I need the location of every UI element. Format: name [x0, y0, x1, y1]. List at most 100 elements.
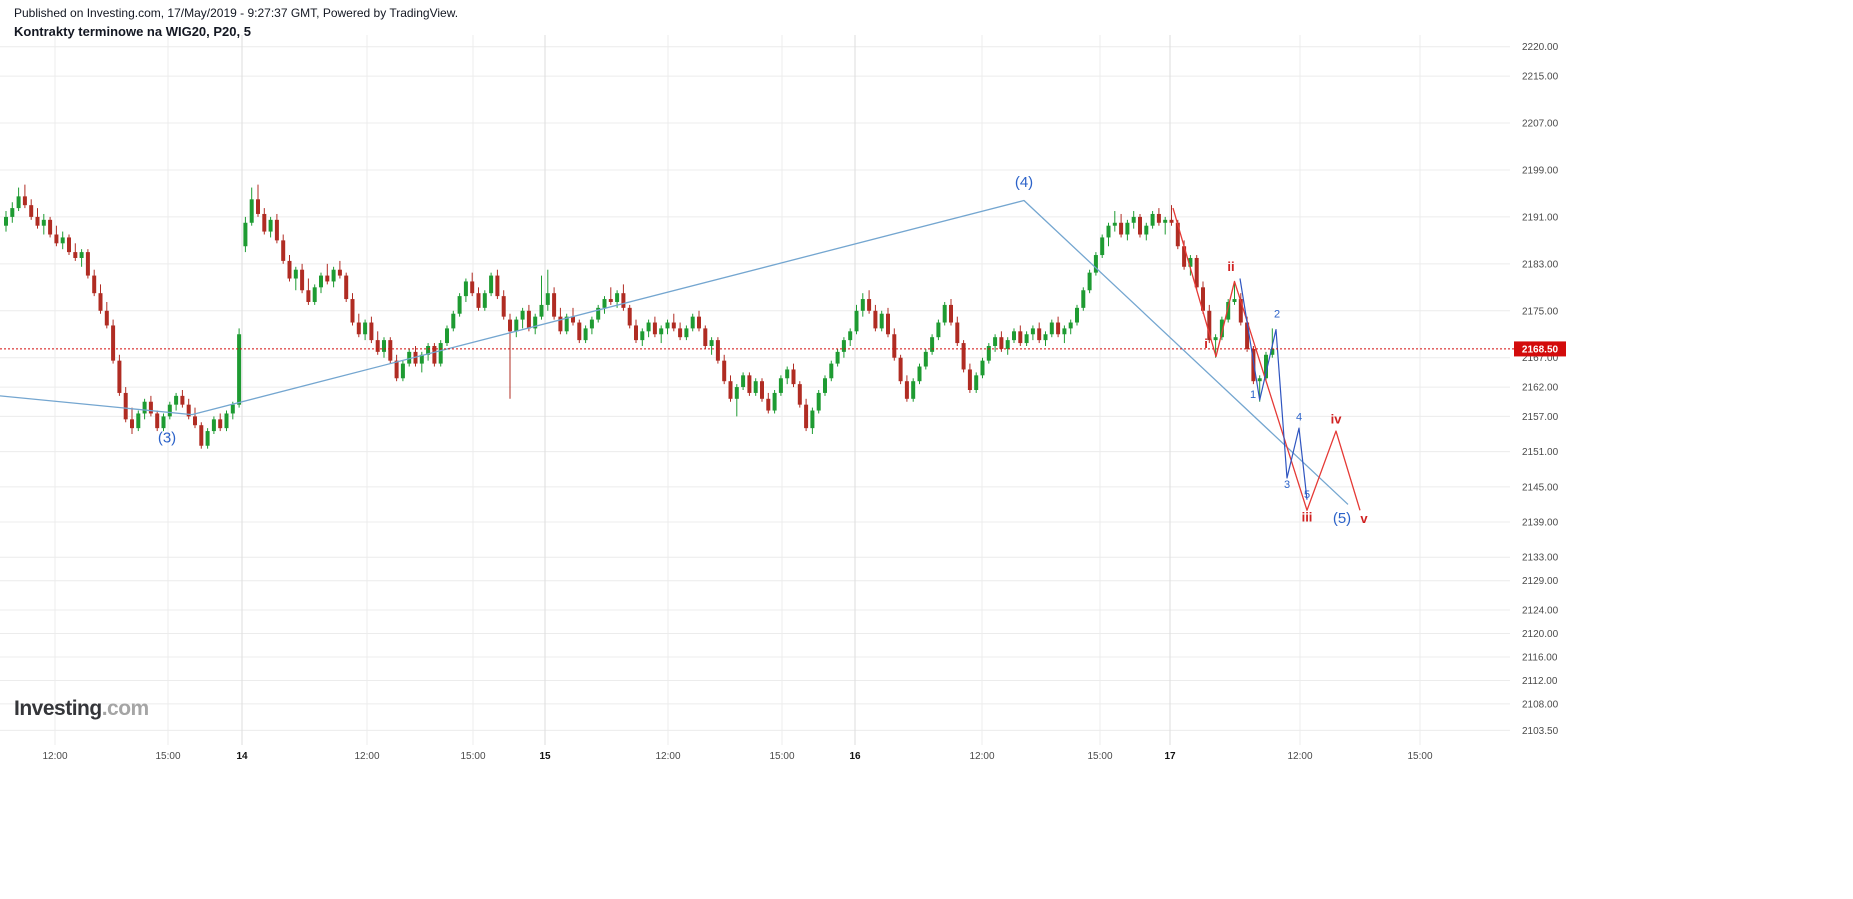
investing-logo-name: Investing	[14, 697, 102, 720]
candle-body	[904, 381, 909, 399]
candle-body	[734, 387, 739, 399]
time-tick-label: 12:00	[655, 751, 680, 762]
candle-body	[697, 316, 701, 329]
time-tick-label: 15:00	[460, 751, 485, 762]
candle-body	[230, 404, 235, 414]
candle-body	[130, 419, 134, 429]
wave-label-4: 4	[1296, 411, 1302, 423]
candle-body	[274, 219, 279, 241]
candle-body	[331, 269, 336, 282]
candle-body	[73, 252, 78, 258]
candle-body	[533, 316, 538, 329]
candle-body	[16, 196, 21, 209]
candle-body	[22, 196, 27, 206]
last-price-badge	[1514, 341, 1566, 357]
candle-body	[1062, 328, 1067, 335]
candle-body	[482, 293, 487, 308]
candle-body	[514, 319, 519, 332]
candle-body	[293, 269, 298, 279]
price-tick-label: 2220.00	[1522, 42, 1559, 53]
candle-body	[634, 325, 638, 341]
candle-body	[268, 219, 273, 232]
candle-body	[205, 431, 210, 446]
candle-body	[558, 316, 563, 332]
candle-body	[199, 425, 204, 446]
candle-body	[104, 310, 109, 326]
candle-body	[344, 275, 349, 300]
candle-body	[1012, 331, 1016, 341]
candle-body	[955, 322, 960, 344]
candle-body	[400, 363, 405, 379]
candle-body	[886, 313, 890, 335]
time-tick-label: 15	[539, 751, 551, 762]
candle-body	[615, 293, 620, 302]
candle-body	[363, 322, 368, 335]
candle-body	[986, 345, 991, 361]
price-tick-label: 2175.00	[1522, 306, 1559, 317]
time-tick-label: 15:00	[1087, 751, 1112, 762]
candle-body	[797, 384, 802, 405]
candle-body	[350, 299, 355, 323]
candle-body	[911, 381, 916, 399]
candle-body	[1075, 307, 1079, 323]
candle-body	[161, 416, 166, 429]
time-tick-label: 14	[236, 751, 248, 762]
candle-body	[823, 378, 827, 393]
wave-label-3: (3)	[158, 430, 176, 447]
candle-body	[860, 299, 865, 311]
candle-body	[281, 240, 286, 261]
candle-body	[602, 299, 607, 308]
candle-body	[123, 392, 128, 420]
candle-body	[432, 345, 437, 364]
candle-body	[1245, 322, 1250, 349]
candle-body	[300, 269, 305, 291]
price-tick-label: 2199.00	[1522, 165, 1559, 176]
candle-body	[60, 237, 65, 244]
candle-body	[337, 269, 342, 276]
candle-body	[470, 281, 475, 294]
candle-body	[1037, 328, 1042, 341]
candle-body	[319, 275, 323, 288]
red-impulse-projection	[1172, 207, 1361, 511]
candle-body	[1238, 299, 1243, 323]
candle-body	[829, 363, 834, 379]
candle-body	[426, 345, 431, 355]
time-tick-label: 15:00	[769, 751, 794, 762]
candle-body	[476, 293, 481, 308]
candle-body	[237, 334, 242, 405]
candle-body	[35, 216, 40, 226]
candle-body	[980, 360, 985, 376]
candle-body	[85, 252, 90, 276]
time-tick-label: 16	[849, 751, 861, 762]
price-tick-label: 2129.00	[1522, 576, 1559, 587]
blue-subwave-projection	[1239, 278, 1308, 500]
candle-body	[10, 208, 15, 217]
candle-body	[571, 316, 575, 323]
candle-body	[1112, 222, 1117, 226]
candle-body	[249, 199, 254, 223]
candle-body	[1138, 216, 1142, 235]
candle-body	[646, 322, 651, 332]
candle-body	[287, 260, 292, 279]
price-tick-label: 2151.00	[1522, 447, 1559, 458]
candle-body	[1150, 213, 1155, 226]
candle-body	[848, 331, 853, 341]
chart-title: Kontrakty terminowe na WIG20, P20, 5	[14, 24, 251, 39]
candle-body	[1100, 237, 1105, 256]
candle-body	[993, 337, 998, 346]
price-tick-label: 2162.00	[1522, 383, 1559, 394]
price-tick-label: 2191.00	[1522, 212, 1559, 223]
candle-body	[98, 293, 103, 311]
candle-body	[1030, 328, 1035, 335]
candle-body	[508, 319, 512, 332]
candle-body	[495, 275, 500, 297]
investing-logo: Investing.com	[14, 697, 149, 721]
wave-label-5: (5)	[1333, 510, 1351, 527]
candle-body	[451, 313, 456, 329]
candle-body	[621, 293, 626, 308]
candle-body	[671, 322, 676, 329]
price-tick-label: 2215.00	[1522, 72, 1559, 83]
candle-body	[325, 275, 330, 282]
candle-body	[1182, 246, 1187, 267]
